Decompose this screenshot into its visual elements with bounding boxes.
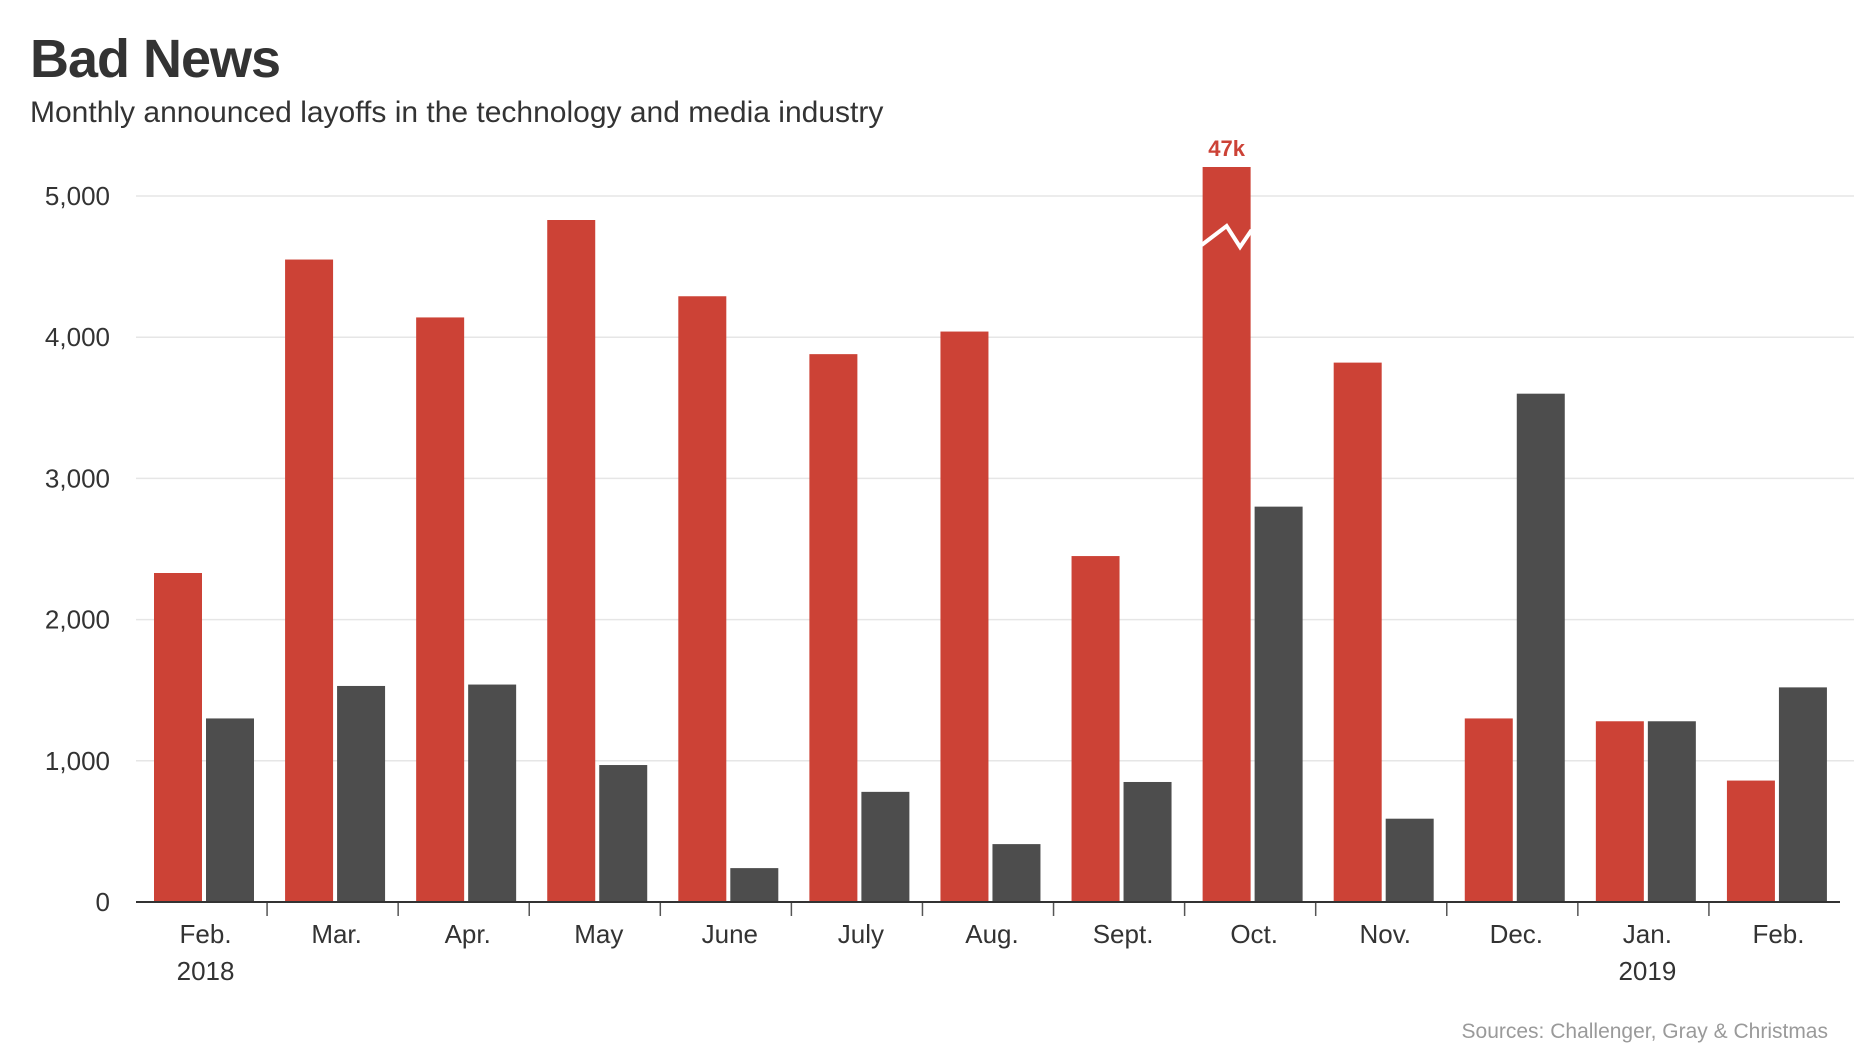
bar: [1333, 362, 1382, 903]
bar: [1778, 687, 1827, 902]
bar: [1464, 718, 1513, 902]
y-tick-label: 4,000: [45, 322, 110, 352]
chart-title: Bad News: [30, 29, 281, 89]
x-tick-label: Dec.: [1490, 919, 1543, 949]
y-tick-label: 3,000: [45, 463, 110, 493]
bar: [1647, 721, 1696, 902]
bar: [1123, 781, 1172, 902]
bar: [809, 354, 858, 902]
bar: [1254, 506, 1303, 902]
source-note: Sources: Challenger, Gray & Christmas: [1461, 1020, 1828, 1043]
x-tick-label: Sept.: [1093, 919, 1154, 949]
x-tick-label: Oct.: [1230, 919, 1278, 949]
y-tick-label: 0: [96, 887, 110, 917]
bar: [547, 220, 596, 902]
bar: [285, 259, 334, 902]
bar: [468, 684, 517, 902]
bar: [1726, 780, 1775, 902]
y-tick-label: 1,000: [45, 746, 110, 776]
bar: [416, 317, 465, 902]
bar: [337, 685, 386, 902]
x-tick-label: Nov.: [1359, 919, 1411, 949]
bar: [1516, 393, 1565, 902]
x-tick-label: June: [702, 919, 758, 949]
y-tick-label: 2,000: [45, 605, 110, 635]
bar: [730, 868, 779, 902]
bar: [992, 844, 1041, 902]
x-tick-label: Jan.: [1623, 919, 1672, 949]
x-year-label: 2018: [177, 956, 235, 986]
x-tick-label: July: [838, 919, 884, 949]
bar: [154, 573, 202, 902]
axis-break-mark: [1200, 223, 1254, 251]
bar: [1202, 167, 1251, 902]
chart-subtitle: Monthly announced layoffs in the technol…: [30, 96, 884, 129]
x-tick-label: Feb.: [180, 919, 232, 949]
bar: [678, 296, 727, 902]
y-tick-label: 5,000: [45, 181, 110, 211]
bar: [1071, 556, 1120, 902]
x-year-label: 2019: [1618, 956, 1676, 986]
x-tick-label: Apr.: [445, 919, 491, 949]
bar: [940, 331, 989, 902]
bar: [861, 791, 910, 902]
x-tick-label: Aug.: [965, 919, 1019, 949]
x-tick-label: Feb.: [1752, 919, 1804, 949]
data-label: 47k: [1208, 136, 1245, 161]
bar: [206, 718, 254, 902]
bar: [599, 765, 648, 902]
x-tick-label: May: [574, 919, 623, 949]
bar: [1385, 818, 1434, 902]
bar: [1595, 721, 1644, 902]
x-tick-label: Mar.: [311, 919, 362, 949]
